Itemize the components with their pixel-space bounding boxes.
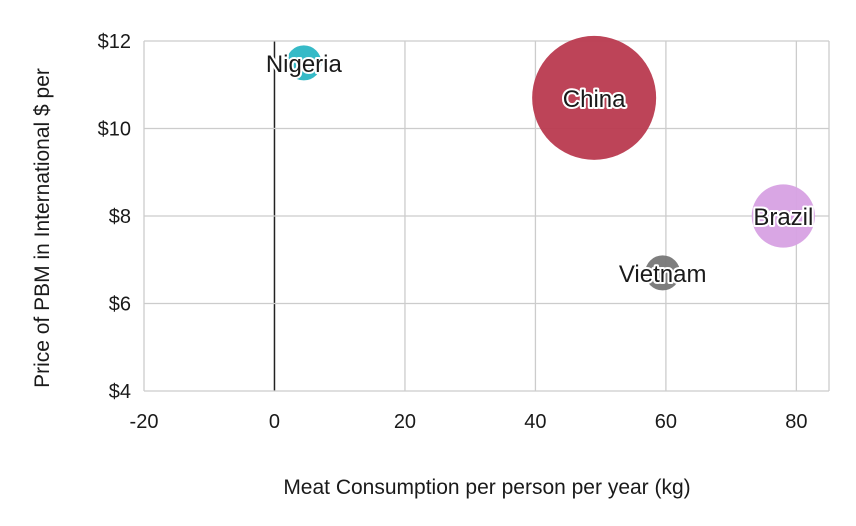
y-tick-label: $4 [109, 381, 131, 403]
y-axis-ticks: $4 $6 $8 $10 $12 [98, 31, 131, 403]
y-tick-label: $12 [98, 31, 131, 53]
bubble-label-vietnam: Vietnam [619, 261, 707, 288]
bubble-brazil[interactable] [751, 184, 815, 248]
bubble-label-nigeria: Nigeria [266, 51, 343, 78]
x-tick-label: 60 [655, 411, 677, 433]
x-tick-label: -20 [130, 411, 159, 433]
x-axis-title: Meat Consumption per person per year (kg… [283, 476, 690, 499]
bubble-label-brazil: Brazil [753, 204, 813, 231]
y-tick-label: $6 [109, 294, 131, 316]
bubble-label-china: China [563, 86, 626, 113]
x-tick-label: 0 [269, 411, 280, 433]
bubble-nigeria[interactable] [286, 45, 322, 81]
x-tick-label: 20 [394, 411, 416, 433]
y-axis-title: Price of PBM in International $ per [31, 68, 54, 388]
y-tick-label: $10 [98, 119, 131, 141]
bubble-vietnam[interactable] [645, 255, 681, 291]
bubbles [286, 35, 815, 291]
x-tick-label: 40 [524, 411, 546, 433]
y-tick-label: $8 [109, 206, 131, 228]
x-tick-label: 80 [785, 411, 807, 433]
bubble-china[interactable] [532, 35, 657, 160]
bubble-labels: Nigeria China Brazil Vietnam [264, 49, 816, 290]
grid [143, 40, 830, 392]
x-axis-ticks: -20 0 20 40 60 80 [130, 411, 808, 433]
